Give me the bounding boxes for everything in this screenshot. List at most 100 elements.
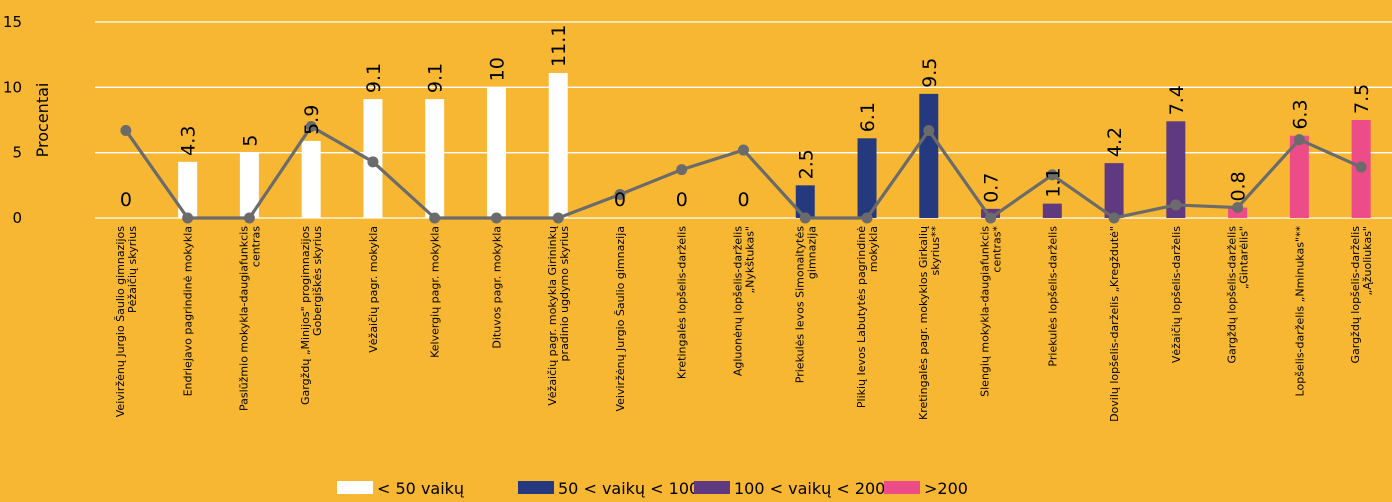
category-label: Paslūžmio mokykla-daugiafunkcis [237, 226, 250, 411]
bar [919, 93, 939, 218]
y-tick-label: 15 [3, 13, 22, 31]
value-label: 4.2 [1104, 127, 1126, 157]
category-label: skyrius** [929, 226, 942, 276]
line-point [1108, 212, 1120, 224]
line-point [120, 124, 132, 136]
bars [178, 72, 1371, 219]
category-label: centras [249, 226, 262, 267]
line-point [738, 144, 749, 156]
value-label: 9.1 [363, 63, 385, 93]
value-label: 7.5 [1351, 84, 1373, 114]
category-label: Kelvergių pagr. mokykla [429, 226, 442, 358]
category-label: Lopšelis-darželis „Nminukas"** [1293, 226, 1306, 397]
legend-swatch [518, 481, 554, 494]
line-point [799, 212, 811, 224]
line-point [676, 164, 688, 176]
bar [178, 161, 198, 218]
bar [548, 72, 568, 219]
category-label: Priekulės lopšelis-darželis [1046, 226, 1059, 367]
bar [425, 99, 445, 218]
value-label: 9.1 [425, 63, 447, 93]
category-label: Dovilų lopšelis-darželis „Kregždutė" [1108, 226, 1121, 422]
line-series [120, 121, 1367, 224]
category-labels: Veiviržėnų Jurgio Šaulio gimnazijos Pėžai… [114, 226, 1374, 422]
line-point [182, 212, 194, 224]
line-point [985, 212, 997, 224]
value-label: 5 [239, 135, 261, 147]
category-label: Slengių mokykla-daugiafunkcis [979, 226, 992, 397]
legend-label: 50 < vaikų < 100 [558, 479, 699, 498]
line-point [1232, 202, 1244, 214]
line-point [861, 212, 873, 224]
value-label: 5.9 [301, 105, 323, 135]
bar [1042, 203, 1062, 218]
category-label: pradinio ugdymo skyrius [558, 226, 571, 362]
line-point [614, 188, 626, 200]
legend-label: < 50 vaikų [377, 479, 464, 498]
bar [486, 87, 506, 218]
bar [1104, 163, 1124, 218]
value-labels: 0 4.3 5 5.9 9.1 9.1 10 11.1 0 0 0 2.5 6.1 9.5 0.7 1.1 4.… [120, 25, 1373, 211]
line-point [367, 156, 379, 168]
category-label: Endriejavo pagrindinė mokykla [182, 226, 195, 396]
y-axis-ticks: 0 5 10 15 [3, 13, 22, 227]
category-label: gimnazija [805, 226, 818, 279]
line-point [429, 212, 441, 224]
y-tick-label: 0 [12, 209, 22, 227]
line-point [1170, 199, 1182, 211]
category-label: Vėžaičių lopšelis-darželis [1170, 226, 1183, 363]
category-label: Veiviržėnų Jurgio Šaulio gimnazija [614, 226, 627, 412]
legend-label: >200 [924, 479, 968, 498]
line-point [305, 121, 317, 133]
line-point [923, 124, 935, 136]
line-point [243, 212, 255, 224]
category-label: Veiviržėnų Jurgio Šaulio gimnazijos [114, 226, 127, 417]
category-label: Kretingalės pagr. mokyklos Girkalių [917, 226, 930, 420]
bar [1166, 121, 1186, 218]
line-point [1293, 134, 1305, 146]
category-label: Agluonėnų lopšelis-darželis [732, 226, 745, 376]
value-label: 4.3 [178, 126, 200, 156]
bar [1289, 135, 1309, 218]
category-label: Gargždų lopšelis-darželis [1226, 226, 1239, 364]
category-label: „Gintarėlis" [1238, 226, 1251, 289]
category-label: Gargždų „Minijos" progimnazijos [299, 226, 312, 405]
legend-swatch [337, 481, 373, 494]
value-label: 6.3 [1289, 99, 1311, 129]
value-label: 2.5 [795, 149, 817, 179]
legend-swatch [694, 481, 730, 494]
value-label: 0 [120, 189, 132, 211]
category-label: „Ąžuoliukas" [1361, 226, 1374, 296]
category-label: Dituvos pagr. mokykla [490, 226, 503, 349]
category-label: „Nykštukas" [744, 226, 757, 294]
value-label: 0.7 [981, 173, 1003, 203]
legend-swatch [884, 481, 920, 494]
category-label: Gargždų lopšelis-darželis [1349, 226, 1362, 364]
line-point [552, 212, 564, 224]
category-label: Gobergiškės skyrius [311, 226, 324, 336]
bar [795, 185, 815, 218]
category-label: Vėžaičių pagr. mokykla Girininkų [546, 226, 559, 406]
value-label: 0 [737, 189, 749, 211]
value-label: 0 [614, 189, 626, 211]
category-label: Plikių Ievos Labutytės pagrindinė [855, 226, 868, 408]
value-label: 0 [676, 189, 688, 211]
value-label: 0.8 [1228, 171, 1250, 201]
y-axis-label: Procentai [33, 83, 52, 158]
legend-label: 100 < vaikų < 200 [734, 479, 885, 498]
category-label: Pėžaičių skyrius [126, 226, 139, 313]
value-label: 7.4 [1166, 85, 1188, 115]
y-tick-label: 5 [12, 144, 22, 162]
value-label: 9.5 [919, 58, 941, 88]
category-label: Priekulės Ievos Simonaitytės [793, 226, 806, 383]
category-label: Kretingalės lopšelis-darželis [676, 226, 689, 379]
bar [239, 152, 259, 218]
bar [301, 140, 321, 218]
legend: < 50 vaikų 50 < vaikų < 100 100 < vaikų < … [337, 479, 968, 498]
bar [857, 138, 877, 218]
value-label: 10 [486, 57, 508, 81]
category-label: mokykla [867, 226, 880, 272]
category-label: Vėžaičių pagr. mokykla [367, 226, 380, 353]
line-point [490, 212, 502, 224]
